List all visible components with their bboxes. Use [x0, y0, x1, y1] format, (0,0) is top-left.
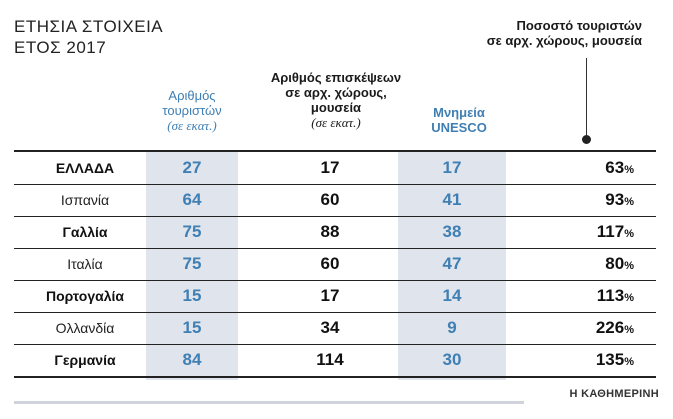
row-divider [14, 248, 656, 249]
header-visits-unit: (σε εκατ.) [311, 115, 361, 130]
row-divider [14, 184, 656, 185]
header-visits-line-3: μουσεία [310, 100, 362, 115]
unesco-value: 9 [447, 318, 457, 337]
percentage-unit: % [624, 164, 634, 176]
row-divider [14, 216, 656, 217]
title-line-2: ΕΤΟΣ 2017 [14, 38, 107, 57]
percentage-unit: % [624, 324, 634, 336]
percentage-marker-dot [582, 135, 591, 144]
tourists-value: 15 [182, 286, 202, 305]
row-divider [14, 344, 656, 345]
table-bottom-rule [14, 376, 656, 378]
tourists-column-shade [146, 150, 238, 380]
header-percentage: Ποσοστό τουριστών σε αρχ. χώρους, μουσεί… [420, 18, 642, 48]
percentage-number: 226 [595, 318, 625, 337]
percentage-value: 93% [554, 185, 634, 215]
visits-value: 34 [320, 318, 340, 337]
percentage-value: 117% [554, 217, 634, 247]
country-name: Γερμανία [54, 352, 116, 368]
country-name: ΕΛΛΑΔΑ [55, 160, 115, 176]
header-unesco-line-1: Μνημεία [433, 105, 485, 120]
country-name: Πορτογαλία [45, 288, 125, 304]
percentage-number: 80 [605, 254, 625, 273]
unesco-value: 30 [442, 350, 462, 369]
row-divider [14, 280, 656, 281]
chart-title: ΕΤΗΣΙΑ ΣΤΟΙΧΕΙΑ ΕΤΟΣ 2017 [14, 16, 163, 58]
header-tourists-line-1: Αριθμός [168, 88, 216, 103]
percentage-value: 226% [554, 313, 634, 343]
percentage-number: 93 [605, 190, 625, 209]
tourists-value: 75 [182, 254, 202, 273]
tourists-value: 75 [182, 222, 202, 241]
unesco-value: 47 [442, 254, 462, 273]
visits-value: 17 [320, 286, 340, 305]
percentage-number: 135 [595, 350, 625, 369]
percentage-marker-line [586, 58, 587, 136]
visits-value: 17 [320, 158, 340, 177]
table-row: ΕΛΛΑΔΑ 27 17 17 63% [14, 153, 656, 183]
unesco-column-shade [398, 150, 506, 380]
percentage-number: 117 [596, 222, 625, 241]
header-unesco-line-2: UNESCO [431, 120, 487, 135]
table-row: Γαλλία 75 88 38 117% [14, 217, 656, 247]
header-visits-line-2: σε αρχ. χώρους, [285, 85, 387, 100]
percentage-value: 63% [554, 153, 634, 183]
table-row: Ισπανία 64 60 41 93% [14, 185, 656, 215]
header-tourists-unit: (σε εκατ.) [167, 118, 217, 133]
percentage-unit: % [624, 228, 634, 240]
country-name: Ιταλία [67, 256, 103, 272]
source-credit: Η ΚΑΘΗΜΕΡΙΝΗ [569, 388, 659, 400]
tourists-value: 84 [182, 350, 202, 369]
percentage-unit: % [624, 292, 634, 304]
header-visits-line-1: Αριθμός επισκέψεων [270, 70, 402, 85]
unesco-value: 14 [442, 286, 462, 305]
percentage-unit: % [624, 260, 634, 272]
percentage-unit: % [624, 196, 634, 208]
visits-value: 60 [320, 254, 340, 273]
visits-value: 88 [320, 222, 340, 241]
row-divider [14, 312, 656, 313]
percentage-number: 63 [605, 158, 625, 177]
country-name: Ολλανδία [55, 320, 115, 336]
tourists-value: 64 [182, 190, 202, 209]
bottom-rule [14, 401, 524, 404]
tourists-value: 27 [182, 158, 202, 177]
table-row: Ιταλία 75 60 47 80% [14, 249, 656, 279]
table-row: Πορτογαλία 15 17 14 113% [14, 281, 656, 311]
header-unesco: Μνημεία UNESCO [405, 105, 513, 135]
unesco-value: 41 [442, 190, 462, 209]
header-percentage-line-2: σε αρχ. χώρους, μουσεία [486, 33, 642, 48]
percentage-number: 113 [596, 286, 625, 305]
header-tourists-line-2: τουριστών [162, 103, 222, 118]
country-name: Ισπανία [60, 192, 110, 208]
unesco-value: 17 [442, 158, 462, 177]
unesco-value: 38 [442, 222, 462, 241]
header-percentage-line-1: Ποσοστό τουριστών [516, 18, 642, 33]
table-row: Ολλανδία 15 34 9 226% [14, 313, 656, 343]
header-tourists: Αριθμός τουριστών (σε εκατ.) [140, 88, 244, 133]
percentage-unit: % [624, 356, 634, 368]
country-name: Γαλλία [62, 224, 108, 240]
percentage-value: 113% [554, 281, 634, 311]
percentage-value: 80% [554, 249, 634, 279]
visits-value: 114 [316, 350, 344, 369]
tourists-value: 15 [182, 318, 202, 337]
header-visits: Αριθμός επισκέψεων σε αρχ. χώρους, μουσε… [258, 70, 414, 130]
percentage-value: 135% [554, 345, 634, 375]
title-line-1: ΕΤΗΣΙΑ ΣΤΟΙΧΕΙΑ [14, 17, 164, 36]
table-top-rule [14, 150, 656, 152]
table-row: Γερμανία 84 114 30 135% [14, 345, 656, 375]
visits-value: 60 [320, 190, 340, 209]
